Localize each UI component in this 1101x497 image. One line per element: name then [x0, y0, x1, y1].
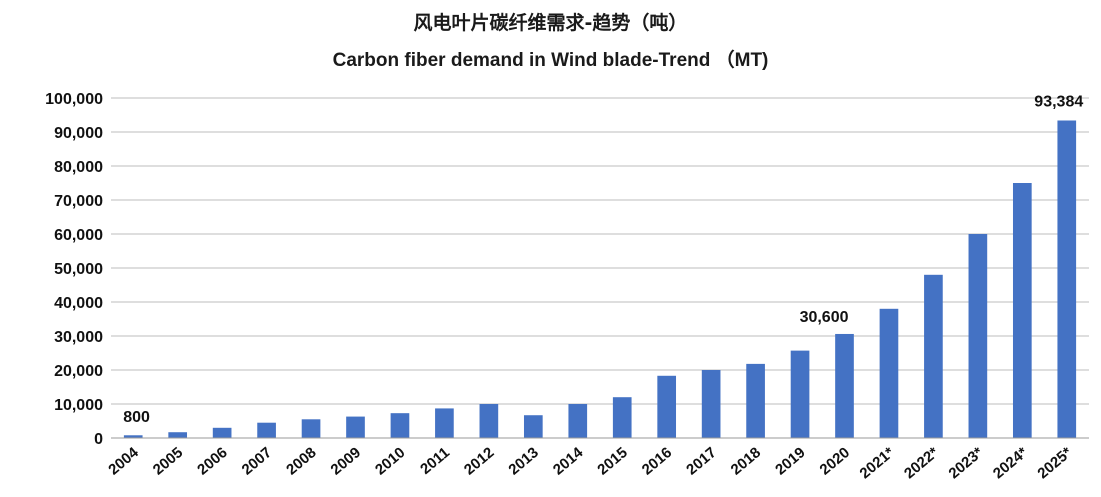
x-tick-label: 2021*: [857, 444, 898, 482]
y-tick-label: 90,000: [54, 125, 103, 142]
x-tick-label: 2024*: [990, 444, 1031, 482]
bar: [257, 422, 276, 438]
x-tick-label: 2019: [772, 444, 808, 478]
x-tick-label: 2023*: [945, 444, 986, 482]
x-tick-label: 2013: [505, 444, 541, 478]
y-axis: 0 10,000 20,000 30,000 40,000 50,000 60,000 70,…: [45, 91, 103, 448]
bar: [390, 413, 410, 438]
bar: [657, 375, 677, 438]
bar: [123, 435, 143, 438]
x-tick-label: 2006: [194, 444, 230, 478]
chart-subtitle: Carbon fiber demand in Wind blade-Trend …: [332, 50, 769, 71]
x-tick-label: 2007: [239, 444, 275, 478]
bar: [924, 274, 943, 438]
bar: [168, 432, 188, 438]
data-label: 93,384: [1034, 93, 1083, 110]
bar: [1057, 120, 1077, 439]
y-tick-label: 10,000: [54, 397, 103, 414]
y-tick-label: 80,000: [54, 159, 103, 176]
bar: [301, 419, 321, 438]
y-tick-label: 60,000: [54, 227, 103, 244]
bar: [568, 404, 588, 438]
bar: [479, 404, 499, 438]
x-tick-label: 2017: [683, 444, 719, 478]
bar: [1012, 183, 1032, 438]
x-tick-label: 2008: [283, 444, 319, 478]
x-tick-label: 2020: [817, 444, 853, 478]
bar: [523, 415, 543, 438]
bar: [435, 408, 454, 438]
x-tick-label: 2012: [461, 444, 497, 478]
bar: [701, 370, 721, 438]
x-tick-label: 2004: [105, 444, 142, 479]
y-tick-label: 0: [94, 431, 103, 448]
bar: [790, 350, 810, 438]
x-axis: 2004 2005 2006 2007 2008 2009 2010 2011 2012 2013…: [105, 437, 1089, 482]
y-tick-label: 100,000: [45, 91, 103, 108]
bars: [123, 120, 1077, 439]
y-tick-label: 40,000: [54, 295, 103, 312]
bar: [212, 427, 232, 438]
x-tick-label: 2010: [372, 444, 408, 478]
bar: [968, 234, 988, 438]
x-tick-label: 2015: [594, 444, 630, 478]
data-label: 30,600: [800, 309, 849, 326]
x-tick-label: 2009: [328, 444, 364, 478]
x-tick-label: 2016: [639, 444, 675, 478]
y-tick-label: 50,000: [54, 261, 103, 278]
chart-title: 风电叶片碳纤维需求-趋势（吨）: [413, 12, 688, 34]
y-tick-label: 30,000: [54, 329, 103, 346]
bar: [746, 363, 765, 438]
bar: [835, 333, 854, 438]
y-tick-label: 20,000: [54, 363, 103, 380]
x-tick-label: 2014: [550, 444, 587, 479]
x-tick-label: 2005: [150, 444, 186, 478]
x-tick-label: 2018: [728, 444, 764, 478]
y-tick-label: 70,000: [54, 193, 103, 210]
bar: [879, 308, 899, 438]
x-tick-label: 2011: [417, 444, 453, 478]
data-label: 800: [123, 409, 150, 426]
data-labels: 800 30,600 93,384: [123, 93, 1083, 426]
bar: [612, 397, 632, 438]
bar: [346, 416, 365, 438]
x-tick-label: 2025*: [1034, 444, 1075, 482]
x-tick-label: 2022*: [901, 444, 942, 482]
